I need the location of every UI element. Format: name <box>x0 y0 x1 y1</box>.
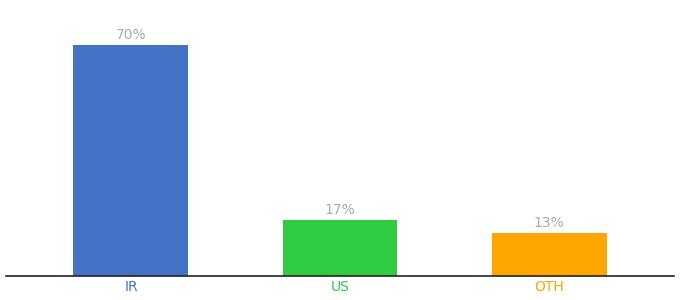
Text: 70%: 70% <box>116 28 146 42</box>
Bar <box>282 220 398 276</box>
Text: 17%: 17% <box>324 203 356 217</box>
Bar <box>73 45 188 276</box>
Text: 13%: 13% <box>534 216 564 230</box>
Bar <box>492 233 607 276</box>
